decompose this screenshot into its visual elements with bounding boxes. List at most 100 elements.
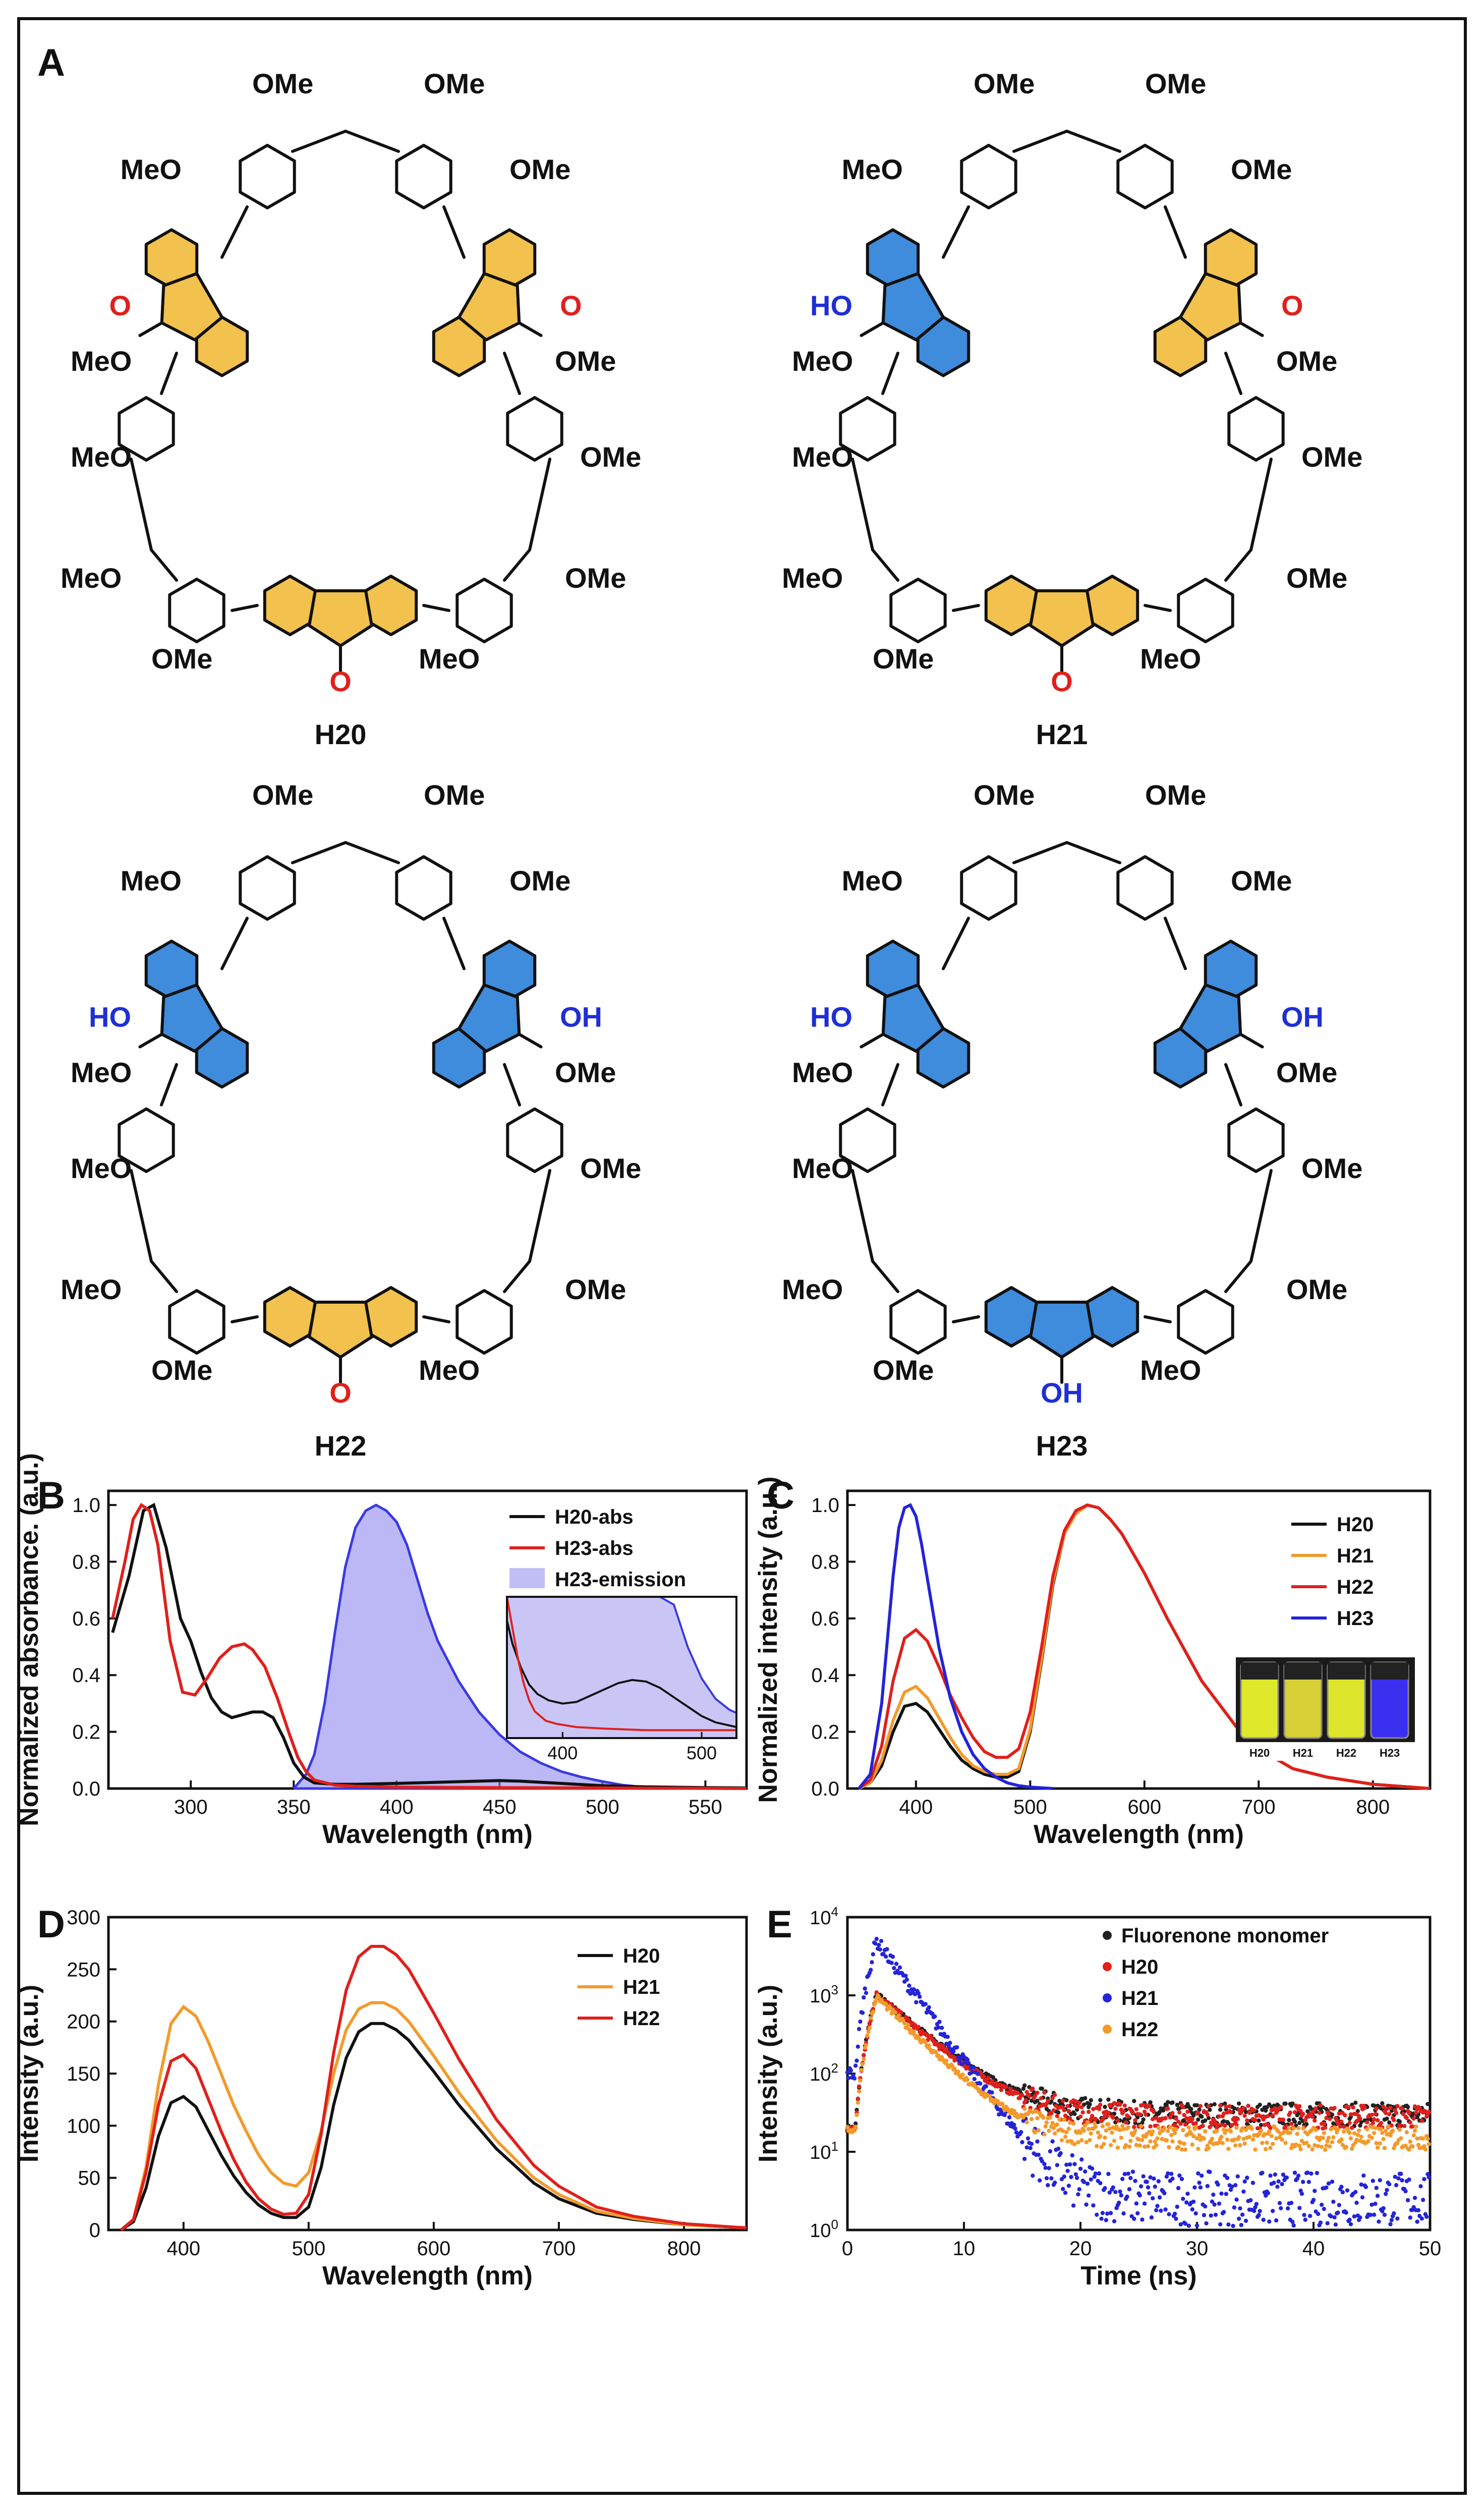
- data-point: [1358, 2215, 1362, 2220]
- data-point: [1332, 2215, 1337, 2220]
- data-point: [1399, 2136, 1403, 2141]
- data-point: [1166, 2171, 1170, 2176]
- data-point: [924, 2010, 929, 2015]
- data-point: [1339, 2185, 1344, 2189]
- fluorene-five-ring: [308, 589, 373, 647]
- data-point: [1374, 2141, 1379, 2145]
- data-point: [858, 2019, 863, 2024]
- data-point: [1348, 2136, 1353, 2141]
- data-point: [1087, 2109, 1091, 2114]
- data-point: [853, 2063, 858, 2068]
- data-point: [1133, 2179, 1137, 2183]
- fluorene-bridge-bond: [138, 321, 163, 337]
- fluorene-five-ring: [457, 272, 521, 342]
- substituent-label: O: [1051, 665, 1073, 697]
- data-point: [1353, 2190, 1358, 2194]
- data-point: [1100, 2116, 1105, 2121]
- data-point: [1074, 2175, 1079, 2180]
- data-point: [1149, 2215, 1154, 2220]
- data-point: [1275, 2185, 1280, 2189]
- data-point: [1219, 2123, 1224, 2127]
- data-point: [1093, 2171, 1098, 2176]
- data-point: [1202, 2136, 1207, 2141]
- data-point: [1155, 2136, 1160, 2141]
- data-point: [1130, 2110, 1135, 2115]
- data-point: [854, 2058, 859, 2063]
- data-point: [1339, 2137, 1344, 2142]
- data-point: [978, 2081, 983, 2086]
- methoxy-label: OMe: [424, 779, 485, 811]
- data-point: [1066, 2127, 1071, 2131]
- data-point: [1332, 2106, 1337, 2110]
- data-point: [1402, 2124, 1407, 2129]
- data-point: [1146, 2185, 1151, 2190]
- data-point: [1206, 2146, 1211, 2150]
- data-point: [1197, 2181, 1202, 2185]
- data-point: [923, 2040, 928, 2045]
- data-point: [1224, 2128, 1228, 2133]
- data-point: [1249, 2127, 1254, 2131]
- data-point: [1076, 2140, 1080, 2145]
- data-point: [1324, 2116, 1329, 2120]
- data-point: [1422, 2177, 1426, 2182]
- aryl-fluorene-bond: [160, 352, 178, 395]
- data-point: [1385, 2188, 1389, 2192]
- methoxy-label: OMe: [151, 643, 212, 675]
- aryl-fluorene-bond: [442, 205, 466, 259]
- data-point: [1354, 2200, 1359, 2205]
- data-point: [959, 2062, 964, 2067]
- methoxy-label: MeO: [71, 441, 132, 473]
- data-point: [1117, 2200, 1121, 2205]
- methoxyphenyl-ring: [239, 855, 296, 921]
- data-point: [1033, 2094, 1038, 2098]
- legend-swatch: [509, 1568, 545, 1588]
- methoxy-label: MeO: [1140, 1354, 1201, 1386]
- data-point: [1055, 2163, 1059, 2167]
- molecule-h23: HO OH OH OMe OMe MeO OMe MeO OMe MeO OMe MeO OMe OMe M…: [782, 779, 1362, 1462]
- data-point: [1314, 2106, 1318, 2111]
- data-point: [1182, 2141, 1186, 2146]
- data-point: [976, 2072, 980, 2076]
- data-point: [1069, 2174, 1073, 2180]
- inset-border: [506, 1596, 737, 1739]
- molecule-h22: HO OH O OMe OMe MeO OMe MeO OMe MeO OMe MeO OMe OMe Me…: [61, 779, 641, 1462]
- data-point: [877, 1995, 881, 1999]
- data-point: [1289, 2122, 1294, 2126]
- data-point: [852, 2076, 857, 2081]
- y-tick-label: 100: [810, 2217, 838, 2242]
- methylene-bond: [344, 841, 400, 864]
- methoxy-label: OMe: [1276, 345, 1337, 377]
- data-point: [1142, 2201, 1147, 2206]
- methylene-bond: [1065, 841, 1121, 864]
- data-point: [1097, 2107, 1102, 2111]
- compound-label: H20: [315, 718, 367, 750]
- substituent-label: O: [329, 1377, 352, 1409]
- data-point: [1194, 2136, 1200, 2141]
- data-point: [1259, 2123, 1264, 2128]
- data-point: [1160, 2137, 1164, 2141]
- vial-caption: H22: [1336, 1747, 1356, 1759]
- data-point: [946, 2050, 951, 2055]
- data-point: [871, 2009, 876, 2014]
- data-point: [1250, 2137, 1255, 2142]
- data-point: [1191, 2199, 1196, 2204]
- data-point: [1079, 2138, 1084, 2143]
- data-point: [1345, 2188, 1350, 2193]
- data-point: [1411, 2133, 1416, 2138]
- fluorene-five-ring: [881, 272, 945, 342]
- data-point: [1050, 2139, 1055, 2144]
- data-point: [857, 2027, 862, 2031]
- data-point: [1099, 2145, 1104, 2149]
- data-point: [927, 2043, 931, 2048]
- data-point: [1197, 2133, 1202, 2138]
- data-point: [1305, 2170, 1310, 2175]
- data-point: [1073, 2172, 1078, 2176]
- data-point: [1198, 2185, 1203, 2190]
- data-point: [1369, 2112, 1374, 2117]
- data-point: [1034, 2109, 1039, 2114]
- panel-label-e: E: [767, 1903, 792, 1946]
- data-point: [1055, 2114, 1059, 2118]
- data-point: [1049, 2176, 1054, 2181]
- methylene-bond: [528, 458, 551, 551]
- methylene-bond: [871, 1260, 899, 1293]
